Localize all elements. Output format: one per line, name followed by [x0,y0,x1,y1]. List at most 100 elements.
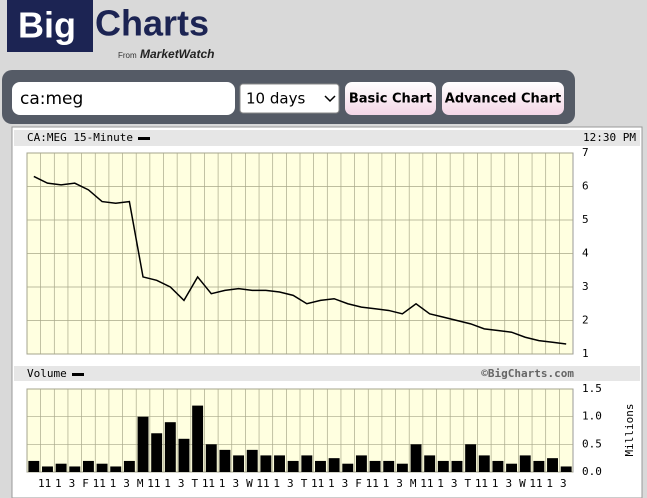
y2-axis-label: Millions [623,404,636,457]
volume-bar [465,444,477,472]
volume-bar [219,449,231,472]
legend-label: CA:MEG 15-Minute [27,131,133,144]
volume-bar [42,466,53,472]
volume-header [14,366,640,381]
volume-bar [178,438,190,472]
x-tick-label: T [301,477,308,490]
volume-bar [478,455,490,472]
x-tick-label: T [191,477,198,490]
logo-box [7,0,93,52]
x-tick-label: 1 [437,477,444,490]
x-tick-label: 3 [560,477,567,490]
volume-bar [315,460,326,472]
logo-marketwatch: MarketWatch [140,47,214,61]
x-tick-label: 1 [110,477,117,490]
volume-bar [396,463,408,472]
volume-bar [533,460,545,472]
volume-bar [519,455,531,472]
x-tick-label: 11 [256,477,269,490]
x-tick-label: 3 [396,477,403,490]
volume-bar [110,466,122,472]
volume-bar [547,458,558,472]
legend-swatch [138,137,150,140]
x-tick-label: T [464,477,471,490]
period-select[interactable]: 10 days [239,83,340,114]
y2-tick-label: 1.0 [582,410,602,423]
volume-bar [164,422,176,472]
volume-bar [383,460,395,472]
x-tick-label: 3 [342,477,349,490]
volume-bar [96,463,108,472]
volume-bar [451,460,463,472]
volume-bar [233,455,245,472]
legend-swatch [72,373,84,376]
y2-tick-label: 1.5 [582,382,602,395]
button-label: Advanced Chart [445,92,561,107]
x-tick-label: M [137,477,144,490]
volume-bar [192,405,204,472]
logo-big: Big [18,5,76,46]
period-text: 10 days [246,90,305,108]
y2-tick-label: 0.0 [582,465,602,478]
volume-bar [410,444,422,472]
basic-chart-button[interactable]: Basic Chart [345,82,436,115]
x-tick-label: M [410,477,417,490]
x-tick-label: 1 [383,477,390,490]
x-tick-label: 1 [328,477,335,490]
x-tick-label: 11 [147,477,160,490]
volume-bar [369,460,381,472]
x-tick-label: 3 [287,477,294,490]
x-tick-label: 11 [202,477,215,490]
x-tick-label: 11 [311,477,324,490]
volume-bar [328,458,340,472]
y-tick-label: 3 [582,280,589,293]
volume-bar [560,466,572,472]
volume-bar [151,433,163,472]
volume-bar [205,444,217,472]
y-tick-label: 7 [582,146,589,159]
y-tick-label: 1 [582,347,589,360]
x-tick-label: 1 [55,477,62,490]
y-tick-label: 5 [582,213,589,226]
volume-bar [506,463,518,472]
x-tick-label: 11 [529,477,542,490]
x-tick-label: W [519,477,526,490]
x-tick-label: 1 [164,477,171,490]
x-tick-label: 1 [273,477,280,490]
volume-bar [69,466,81,472]
symbol-text: ca:meg [20,89,83,109]
price-header [14,130,640,146]
volume-bar [55,463,67,472]
copyright: ©BigCharts.com [481,367,574,380]
x-tick-label: 3 [69,477,76,490]
y2-tick-label: 0.5 [582,437,602,450]
y-tick-label: 2 [582,314,589,327]
legend-label: Volume [27,367,67,380]
x-tick-label: F [82,477,89,490]
volume-bar [287,460,299,472]
volume-bar [246,449,258,472]
volume-bar [260,455,272,472]
x-tick-label: 11 [475,477,488,490]
x-tick-label: 11 [420,477,433,490]
price-line [33,175,567,345]
symbol-input[interactable]: ca:meg [12,82,235,115]
volume-bar [28,460,40,472]
x-tick-label: 3 [451,477,458,490]
x-tick-label: 3 [123,477,130,490]
y-tick-label: 4 [582,247,589,260]
volume-bar [274,455,285,472]
x-tick-label: 1 [546,477,553,490]
volume-bar [424,455,436,472]
volume-bar [342,463,354,472]
logo-from: From [118,51,137,60]
x-tick-label: 3 [232,477,239,490]
x-tick-label: W [246,477,253,490]
advanced-chart-button[interactable]: Advanced Chart [442,82,564,115]
button-label: Basic Chart [349,92,432,107]
x-tick-label: F [355,477,362,490]
x-tick-label: 3 [505,477,512,490]
time-label: 12:30 PM [583,131,636,144]
volume-bar [492,460,504,472]
x-tick-label: 1 [492,477,499,490]
